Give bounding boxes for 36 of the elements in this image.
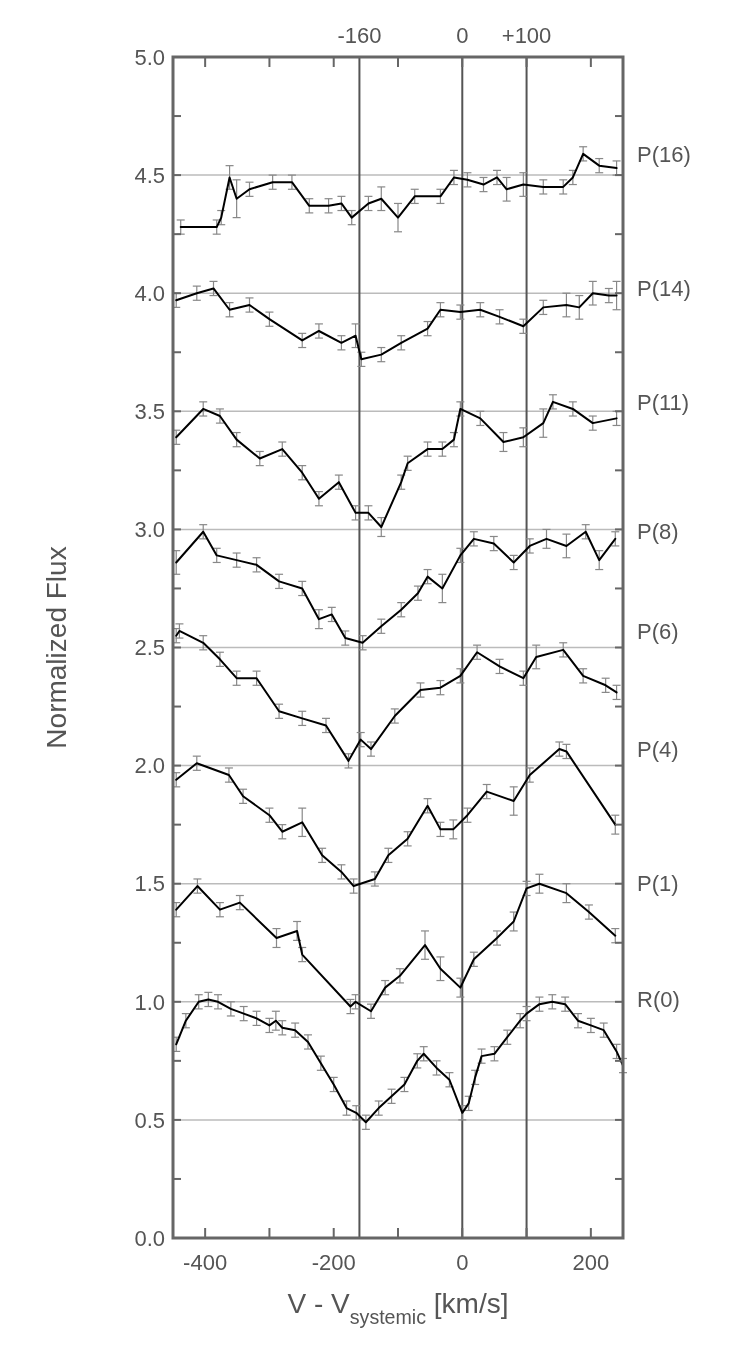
x-tick-label: 200 (572, 1250, 610, 1275)
line-series (175, 287, 618, 361)
line-series (175, 998, 624, 1124)
y-tick-label: 4.5 (134, 162, 165, 188)
series-label: P(11) (637, 389, 690, 415)
text: P(6) (637, 618, 679, 644)
y-tick-label: 5.0 (134, 44, 165, 70)
y-tick-label: 2.0 (134, 753, 165, 779)
y-tick-label: 4.0 (134, 280, 165, 306)
line-series (175, 530, 617, 644)
text: P(4) (637, 736, 679, 762)
ref-line-label: 0 (456, 23, 469, 48)
y-tick-label: 1.5 (134, 871, 165, 897)
series-label: R(0) (637, 987, 680, 1013)
series-label: P(14) (637, 276, 691, 302)
line-series (175, 629, 618, 762)
x-tick-label: -200 (311, 1250, 356, 1275)
y-tick-label: 2.5 (134, 635, 165, 661)
series-label: P(1) (637, 871, 679, 897)
x-tick-label: -400 (183, 1250, 228, 1275)
line-series (179, 152, 618, 229)
y-tick-label: 0.5 (134, 1107, 165, 1133)
y-tick-label: 3.0 (134, 517, 165, 543)
ref-line-label: -160 (337, 23, 382, 48)
line-series (175, 882, 617, 1013)
x-axis-title: V - V$_{systemic}$ [km/s] (287, 1288, 509, 1328)
ref-line-label: +100 (501, 23, 552, 48)
series-label: P(16) (637, 141, 691, 167)
x-tick-label: 0 (456, 1250, 469, 1275)
line-series (175, 400, 618, 529)
y-tick-label: 0.0 (134, 1225, 165, 1251)
y-tick-label: 1.0 (134, 989, 165, 1015)
series-label: P(8) (637, 519, 679, 545)
y-axis-title: Normalized Flux (41, 546, 72, 749)
line-series (175, 748, 617, 888)
y-tick-label: 3.5 (134, 399, 165, 424)
